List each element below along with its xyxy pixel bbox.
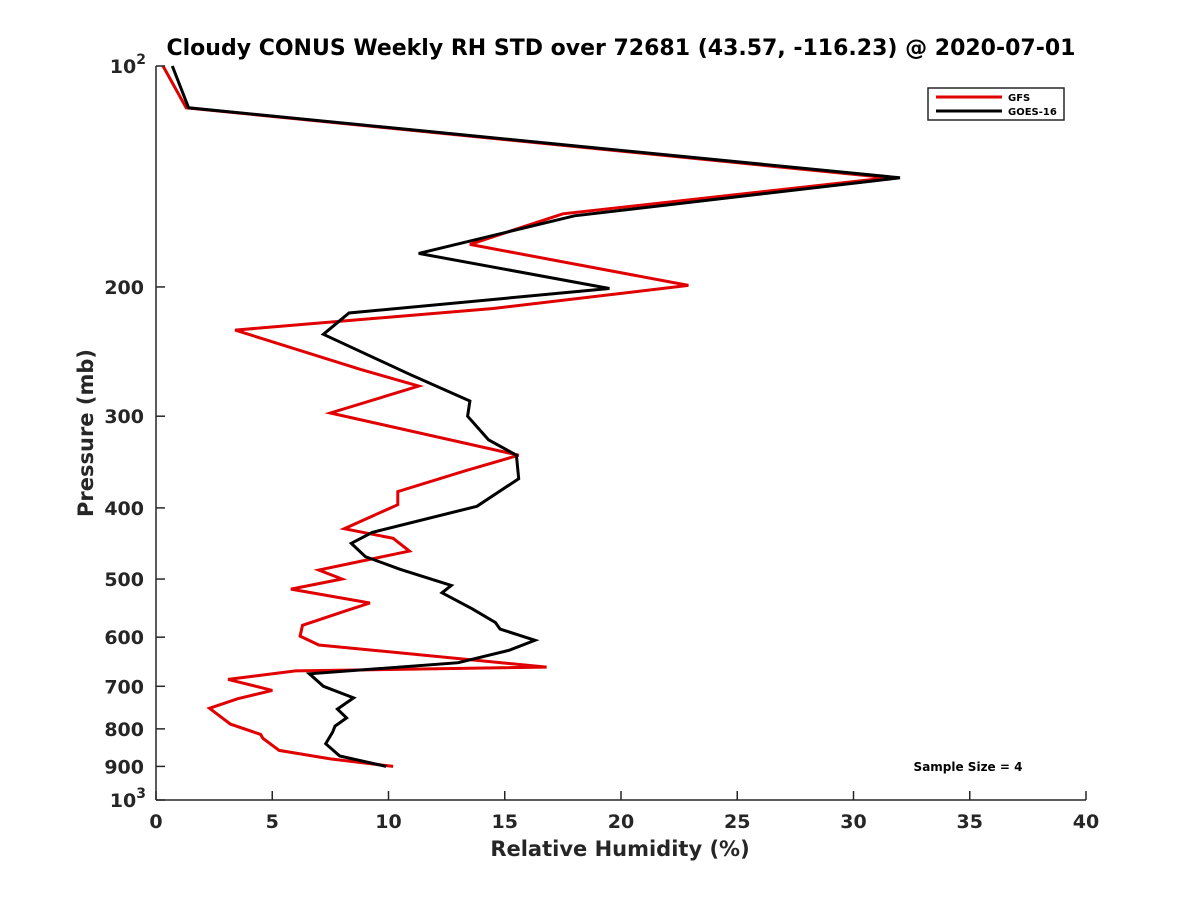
x-tick-label: 35 [957,811,983,833]
y-tick-label: 500 [104,569,144,591]
y-tick-label: 900 [104,756,144,778]
y-tick-label: 200 [104,277,144,299]
legend-entry: GOES-16 [1008,107,1057,118]
y-tick-label: 400 [104,498,144,520]
y-tick-label: 700 [104,676,144,698]
legend-box [927,87,1065,121]
sample-size-annotation: Sample Size = 4 [914,760,1023,774]
series-line-goes-16 [170,65,901,768]
x-tick-label: 5 [266,811,279,833]
y-axis-label: Pressure (mb) [74,349,98,517]
x-axis-label: Relative Humidity (%) [490,837,749,861]
data-series-group [161,65,901,768]
x-axis-ticks: 0 5 10 15 20 25 30 35 40 [149,791,1099,833]
legend-entry: GFS [1008,93,1030,104]
x-tick-label: 15 [492,811,518,833]
chart-title: Cloudy CONUS Weekly RH STD over 72681 (4… [167,36,1076,61]
y-tick-label: 300 [104,406,144,428]
plot-axes [155,66,1086,801]
series-line-gfs [161,65,889,768]
x-tick-label: 40 [1073,811,1099,833]
y-axis-ticks: 102 200 300 400 500 600 700 800 900 103 [104,52,165,812]
x-tick-label: 10 [375,811,401,833]
x-tick-label: 25 [724,811,750,833]
x-tick-label: 20 [608,811,634,833]
y-tick-label: 800 [104,719,144,741]
y-tick-label: 103 [110,786,146,812]
x-tick-label: 0 [149,811,162,833]
y-tick-label: 600 [104,627,144,649]
y-tick-label: 102 [110,52,146,78]
x-tick-label: 30 [840,811,866,833]
chart-legend: GFS GOES-16 [927,87,1065,121]
